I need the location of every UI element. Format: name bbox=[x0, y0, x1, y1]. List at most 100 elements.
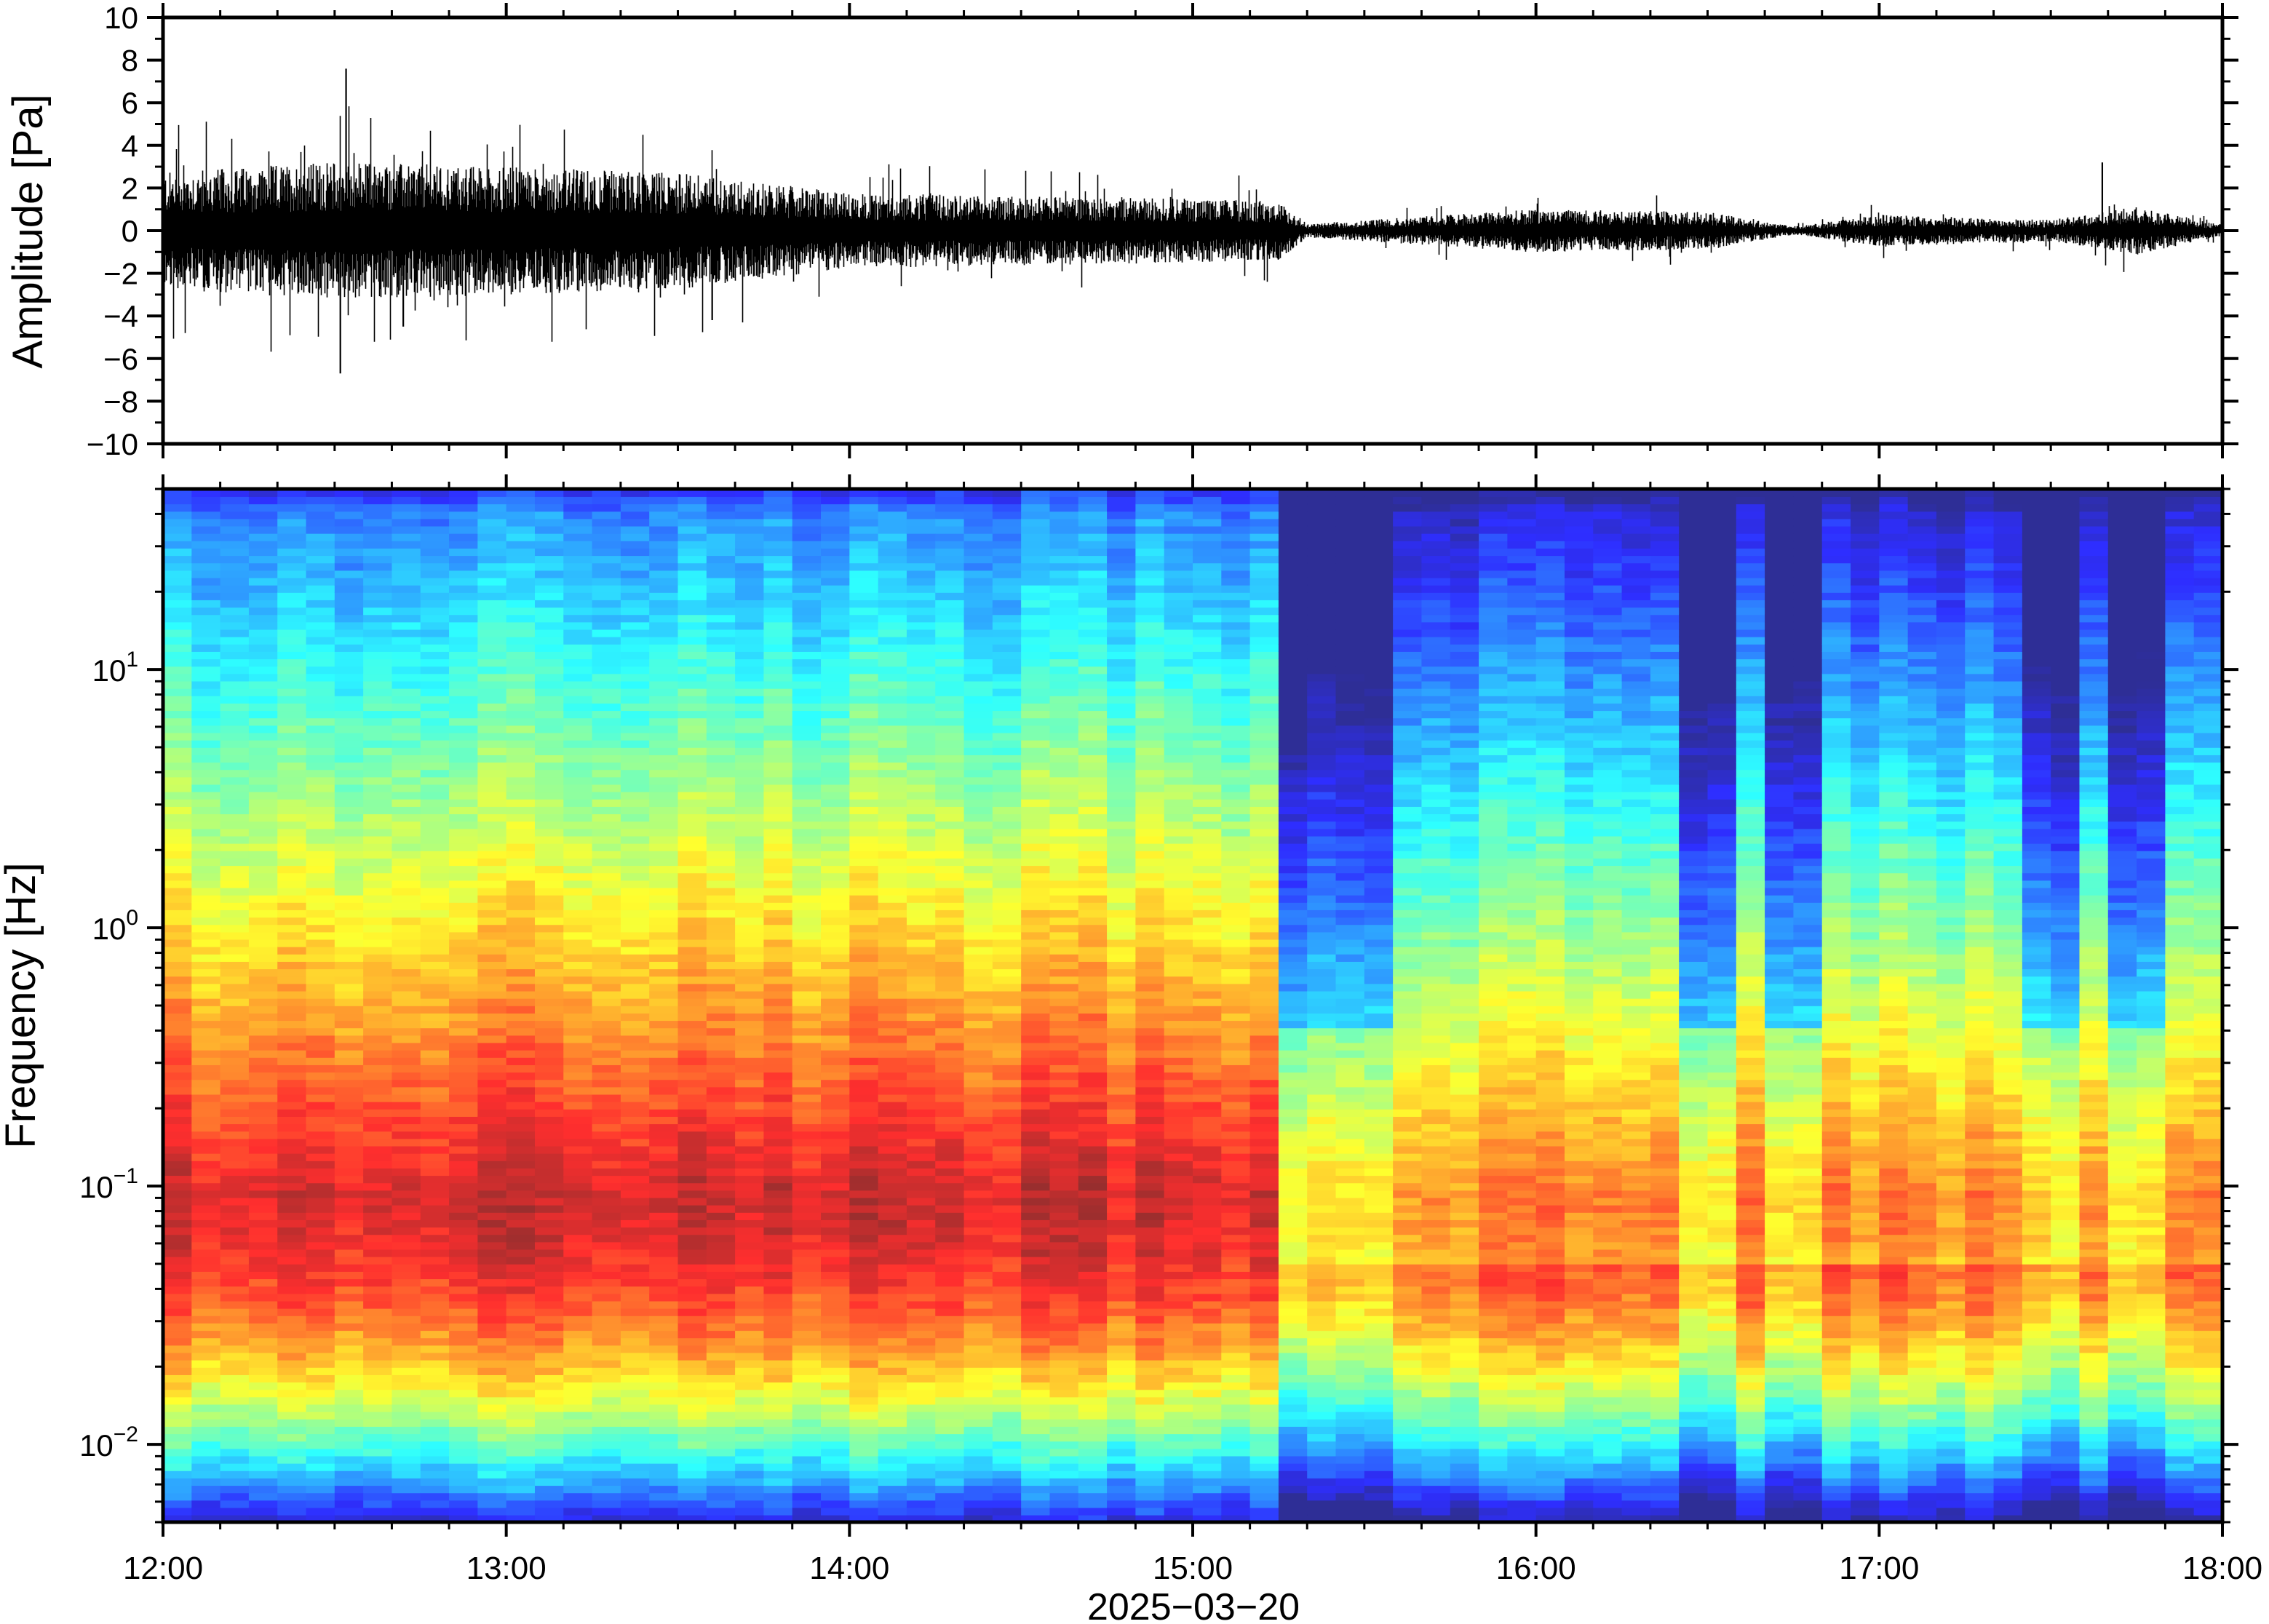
spectrogram-cell bbox=[677, 1241, 707, 1250]
spectrogram-cell bbox=[306, 865, 335, 874]
spectrogram-cell bbox=[1078, 696, 1108, 704]
spectrogram-cell bbox=[992, 1337, 1022, 1346]
spectrogram-cell bbox=[392, 1389, 421, 1398]
spectrogram-cell bbox=[1107, 1182, 1137, 1191]
spectrogram-cell bbox=[706, 755, 736, 763]
spectrogram-cell bbox=[248, 570, 279, 578]
spectrogram-cell bbox=[449, 1249, 479, 1257]
spectrogram-cell bbox=[506, 1035, 536, 1043]
spectrogram-cell bbox=[306, 1278, 335, 1287]
spectrogram-cell bbox=[935, 673, 965, 682]
spectrogram-cell bbox=[792, 1330, 822, 1339]
spectrogram-cell bbox=[792, 1020, 822, 1029]
spectrogram-cell bbox=[649, 555, 679, 564]
spectrogram-cell bbox=[163, 1271, 193, 1280]
spectrogram-cell bbox=[821, 533, 851, 541]
spectrogram-cell bbox=[1049, 717, 1079, 726]
spectrogram-cell bbox=[392, 489, 421, 497]
spectrogram-cell bbox=[735, 1441, 765, 1449]
spectrogram-cell bbox=[163, 1057, 193, 1065]
spectrogram-cell bbox=[1107, 828, 1137, 837]
spectrogram-cell bbox=[792, 1204, 822, 1213]
spectrogram-cell bbox=[992, 1027, 1022, 1036]
spectrogram-cell bbox=[792, 1492, 822, 1501]
spectrogram-cell bbox=[706, 548, 736, 557]
spectrogram-cell bbox=[1049, 1404, 1079, 1412]
spectrogram-cell bbox=[963, 998, 993, 1006]
spectrogram-cell bbox=[1049, 1514, 1079, 1522]
spectrogram-cell bbox=[534, 1013, 565, 1022]
spectrogram-cell bbox=[1021, 1478, 1051, 1486]
spectrogram-cell bbox=[506, 1264, 536, 1272]
spectrogram-cell bbox=[677, 1256, 707, 1265]
spectrogram-cell bbox=[735, 821, 765, 829]
spectrogram-cell bbox=[1049, 998, 1079, 1006]
spectrogram-cell bbox=[392, 607, 421, 616]
spectrogram-cell bbox=[449, 703, 479, 712]
spectrogram-cell bbox=[477, 525, 507, 534]
spectrogram-cell bbox=[1107, 1359, 1137, 1368]
spectrogram-cell bbox=[534, 1441, 565, 1449]
spectrogram-cell bbox=[477, 1249, 507, 1257]
spectrogram-cell bbox=[363, 1500, 393, 1508]
spectrogram-cell bbox=[248, 555, 279, 564]
spectrogram-cell bbox=[1107, 909, 1137, 918]
spectrogram-cell bbox=[191, 1374, 221, 1383]
spectrogram-cell bbox=[392, 828, 421, 837]
spectrogram-cell bbox=[1078, 541, 1108, 549]
spectrogram-cell bbox=[363, 1426, 393, 1435]
spectrogram-cell bbox=[248, 621, 279, 630]
spectrogram-cell bbox=[649, 696, 679, 704]
spectrogram-cell bbox=[420, 592, 450, 600]
spectrogram-cell bbox=[763, 621, 793, 630]
spectrogram-cell bbox=[477, 1374, 507, 1383]
spectrogram-cell bbox=[392, 1249, 421, 1257]
spectrogram-cell bbox=[792, 990, 822, 999]
spectrogram-cell bbox=[849, 1035, 879, 1043]
spectrogram-cell bbox=[935, 1315, 965, 1324]
spectrogram-cell bbox=[706, 1123, 736, 1132]
spectrogram-cell bbox=[649, 1307, 679, 1316]
spectrogram-cell bbox=[506, 1485, 536, 1494]
spectrogram-cell bbox=[163, 651, 193, 660]
spectrogram-cell bbox=[534, 747, 565, 755]
spectrogram-cell bbox=[1078, 1411, 1108, 1420]
spectrogram-cell bbox=[534, 1168, 565, 1177]
spectrogram-cell bbox=[449, 541, 479, 549]
spectrogram-cell bbox=[1107, 872, 1137, 881]
spectrogram-cell bbox=[792, 1500, 822, 1508]
spectrogram-cell bbox=[1107, 1256, 1137, 1265]
spectrogram-cell bbox=[392, 1307, 421, 1316]
spectrogram-cell bbox=[420, 1212, 450, 1220]
spectrogram-cell bbox=[449, 577, 479, 586]
spectrogram-cell bbox=[792, 784, 822, 792]
spectrogram-cell bbox=[1135, 961, 1165, 970]
spectrogram-cell bbox=[420, 835, 450, 844]
spectrogram-cell bbox=[849, 990, 879, 999]
spectrogram-cell bbox=[477, 1492, 507, 1501]
spectrogram-cell bbox=[1078, 1271, 1108, 1280]
spectrogram-cell bbox=[277, 1182, 307, 1191]
spectrogram-cell bbox=[277, 1485, 307, 1494]
spectrogram-cell bbox=[821, 1448, 851, 1457]
spectrogram-cell bbox=[706, 1241, 736, 1250]
spectrogram-cell bbox=[1135, 1359, 1165, 1368]
spectrogram-cell bbox=[1049, 525, 1079, 534]
spectrogram-cell bbox=[821, 1086, 851, 1095]
spectrogram-cell bbox=[334, 1293, 364, 1302]
spectrogram-cell bbox=[163, 1330, 193, 1339]
spectrogram-cell bbox=[1107, 577, 1137, 586]
spectrogram-cell bbox=[735, 968, 765, 977]
spectrogram-cell bbox=[248, 968, 279, 977]
spectrogram-cell bbox=[763, 998, 793, 1006]
spectrogram-cell bbox=[992, 954, 1022, 962]
spectrogram-cell bbox=[1135, 1086, 1165, 1095]
spectrogram-cell bbox=[849, 1389, 879, 1398]
spectrogram-cell bbox=[277, 909, 307, 918]
spectrogram-cell bbox=[392, 577, 421, 586]
spectrogram-cell bbox=[935, 496, 965, 505]
spectrogram-cell bbox=[1021, 931, 1051, 940]
spectrogram-cell bbox=[706, 629, 736, 637]
spectrogram-cell bbox=[220, 1234, 250, 1243]
spectrogram-cell bbox=[649, 614, 679, 623]
